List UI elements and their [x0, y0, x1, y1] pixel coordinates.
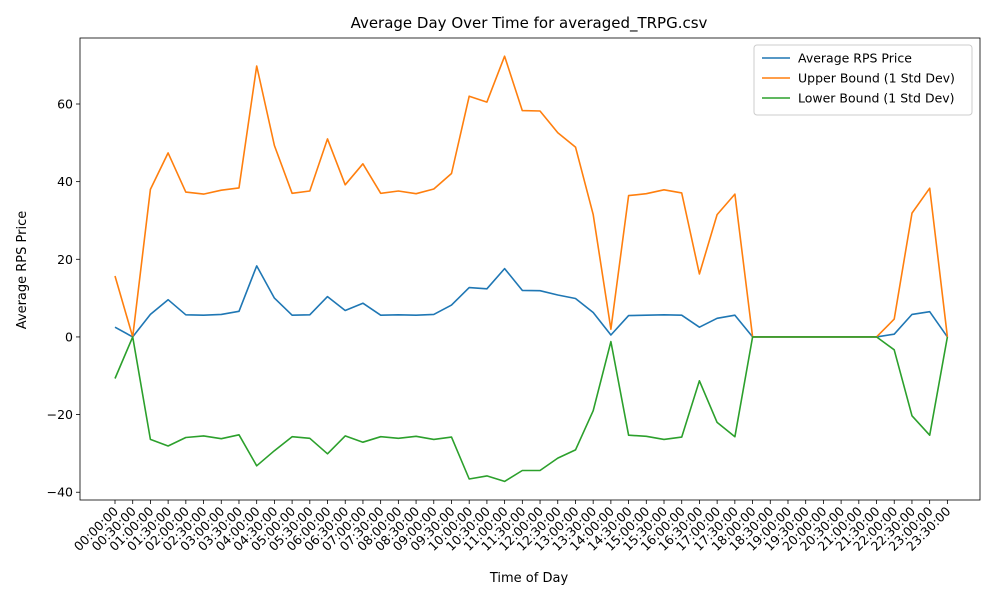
y-tick-label: 20: [57, 252, 73, 267]
x-axis: 00:00:0000:30:0001:00:0001:30:0002:00:00…: [71, 500, 954, 554]
plot-lines: [114, 55, 949, 483]
legend-box: [753, 44, 973, 116]
y-tick-label: 0: [65, 329, 73, 344]
legend-label: Average RPS Price: [798, 51, 912, 66]
chart-title: Average Day Over Time for averaged_TRPG.…: [351, 14, 708, 33]
plot-frame: [79, 37, 981, 501]
y-tick-label: −20: [47, 407, 73, 422]
legend-label: Upper Bound (1 Std Dev): [798, 71, 955, 86]
legend: Average RPS Price Upper Bound (1 Std Dev)…: [753, 44, 973, 116]
y-axis-title: Average RPS Price: [15, 211, 30, 330]
y-tick-label: 60: [57, 97, 73, 112]
legend-label: Lower Bound (1 Std Dev): [798, 91, 955, 106]
series-line-0: [114, 265, 949, 338]
y-tick-label: 40: [57, 174, 73, 189]
y-tick-label: −40: [47, 485, 73, 500]
y-axis: −40 −20 0 20 40 60: [47, 97, 80, 500]
x-axis-title: Time of Day: [489, 571, 569, 586]
series-line-2: [114, 336, 949, 483]
